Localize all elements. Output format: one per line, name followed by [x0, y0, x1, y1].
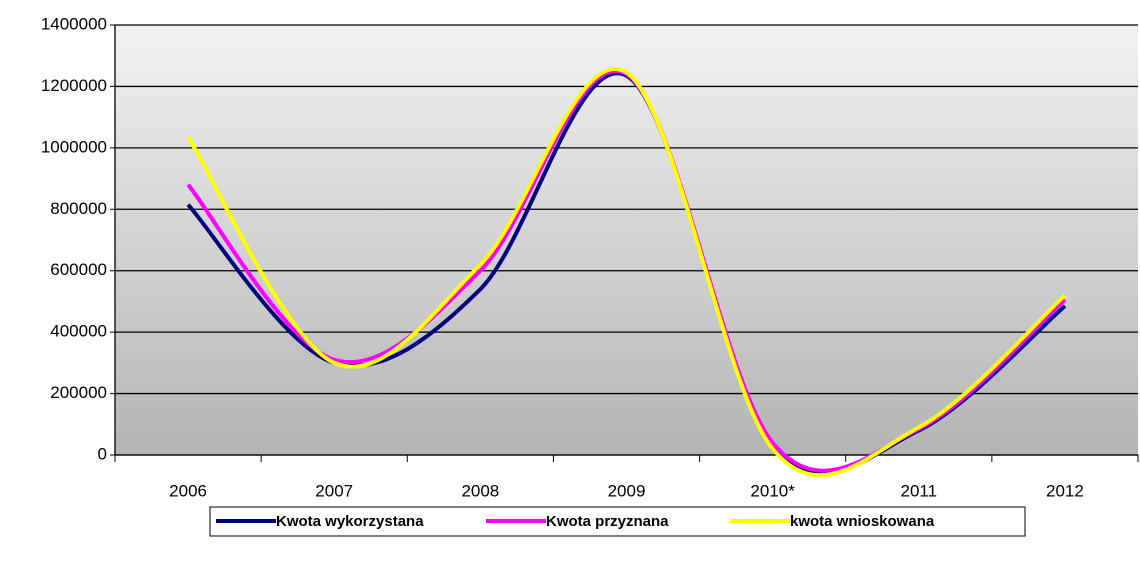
- plot-area: [115, 25, 1138, 455]
- legend-box: [209, 506, 1026, 537]
- legend-label: Kwota wykorzystana: [276, 513, 424, 530]
- x-tick-label: 2007: [315, 481, 353, 500]
- y-tick-label: 400000: [50, 322, 107, 341]
- y-tick-label: 800000: [50, 199, 107, 218]
- y-tick-label: 0: [98, 444, 107, 463]
- x-tick-label: 2012: [1046, 481, 1084, 500]
- x-tick-label: 2009: [608, 481, 646, 500]
- x-tick-label: 2006: [169, 481, 207, 500]
- y-tick-label: 200000: [50, 383, 107, 402]
- legend-label: kwota wnioskowana: [790, 513, 935, 530]
- y-tick-label: 600000: [50, 260, 107, 279]
- series-line: [186, 67, 1067, 478]
- y-tick-label: 1200000: [41, 76, 107, 95]
- legend-label: Kwota przyznana: [546, 513, 669, 530]
- y-tick-label: 1400000: [41, 14, 107, 33]
- x-tick-label: 2010*: [750, 481, 795, 500]
- y-tick-label: 1000000: [41, 137, 107, 156]
- x-tick-label: 2011: [901, 481, 938, 500]
- x-tick-label: 2008: [461, 481, 499, 500]
